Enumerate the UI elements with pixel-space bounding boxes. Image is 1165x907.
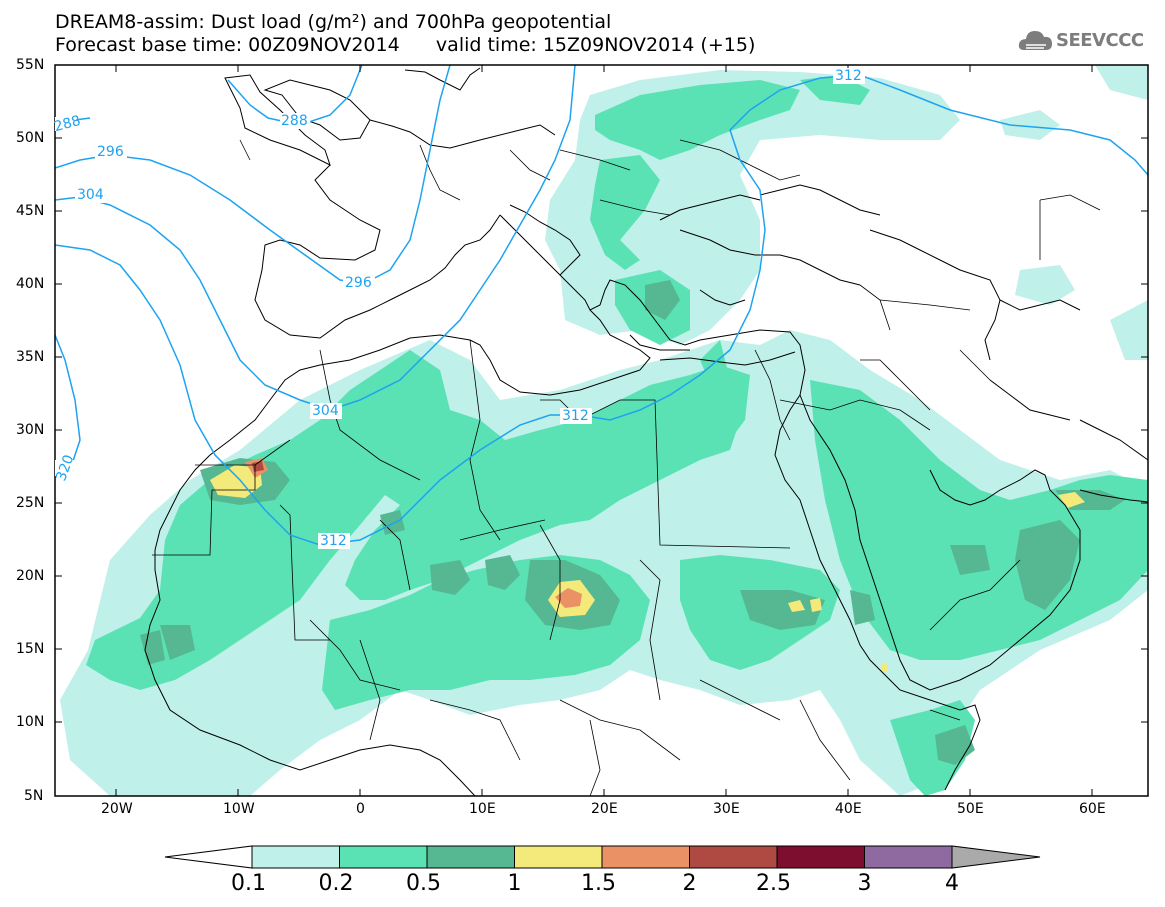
seevccc-logo: SEEVCCC	[1018, 26, 1158, 58]
legend-label: 4	[945, 871, 959, 896]
map-content	[55, 65, 1148, 796]
coastlines	[144, 67, 1148, 796]
contour-label: 296	[97, 144, 124, 160]
legend-label: 0.2	[318, 871, 354, 896]
legend-label: 2	[682, 871, 697, 896]
title-line-1: DREAM8-assim: Dust load (g/m²) and 700hP…	[55, 11, 612, 33]
dust-layer-medium	[86, 75, 1148, 796]
contour-label: 296	[345, 275, 372, 291]
lat-label: 15N	[16, 641, 45, 657]
lon-label: 0	[356, 801, 365, 817]
lon-label: 20E	[591, 801, 618, 817]
lon-label: 20W	[101, 801, 133, 817]
dust-layer-high	[140, 280, 1125, 765]
lon-label: 30E	[713, 801, 740, 817]
lat-label: 35N	[16, 349, 45, 365]
lon-label: 60E	[1079, 801, 1106, 817]
legend-label: 1	[507, 871, 522, 896]
lat-label: 30N	[16, 422, 45, 438]
contour-label: 312	[835, 68, 862, 84]
contour-label: 304	[312, 403, 339, 419]
legend-label: 2.5	[756, 871, 791, 896]
lat-label: 45N	[16, 203, 45, 219]
lat-label: 40N	[16, 276, 45, 292]
lat-label: 10N	[16, 714, 45, 730]
legend-label: 3	[857, 871, 872, 896]
contour-label-backgrounds	[55, 68, 865, 549]
axis-ticks	[55, 64, 1148, 797]
lat-label: 20N	[16, 568, 45, 584]
geopotential-contours	[55, 65, 1148, 546]
legend-label: 0.1	[231, 871, 266, 896]
contour-label: 312	[562, 408, 589, 424]
title-line-2: Forecast base time: 00Z09NOV2014 valid t…	[55, 34, 756, 56]
lat-label: 25N	[16, 495, 45, 511]
lon-label: 50E	[957, 801, 984, 817]
contour-label: 304	[77, 187, 104, 203]
legend-label: 1.5	[581, 871, 616, 896]
contour-label: 312	[320, 533, 347, 549]
logo-text: SEEVCCC	[1056, 30, 1144, 51]
legend-label: 0.5	[406, 871, 441, 896]
country-borders	[152, 139, 1101, 796]
lon-label: 40E	[835, 801, 862, 817]
cloud-logo-icon	[1018, 31, 1052, 50]
lon-label: 10W	[223, 801, 255, 817]
lon-label: 10E	[469, 801, 496, 817]
contour-label: 288	[281, 113, 308, 129]
lat-label: 50N	[16, 130, 45, 146]
lat-label: 55N	[16, 57, 45, 73]
lat-label: 5N	[24, 788, 44, 804]
